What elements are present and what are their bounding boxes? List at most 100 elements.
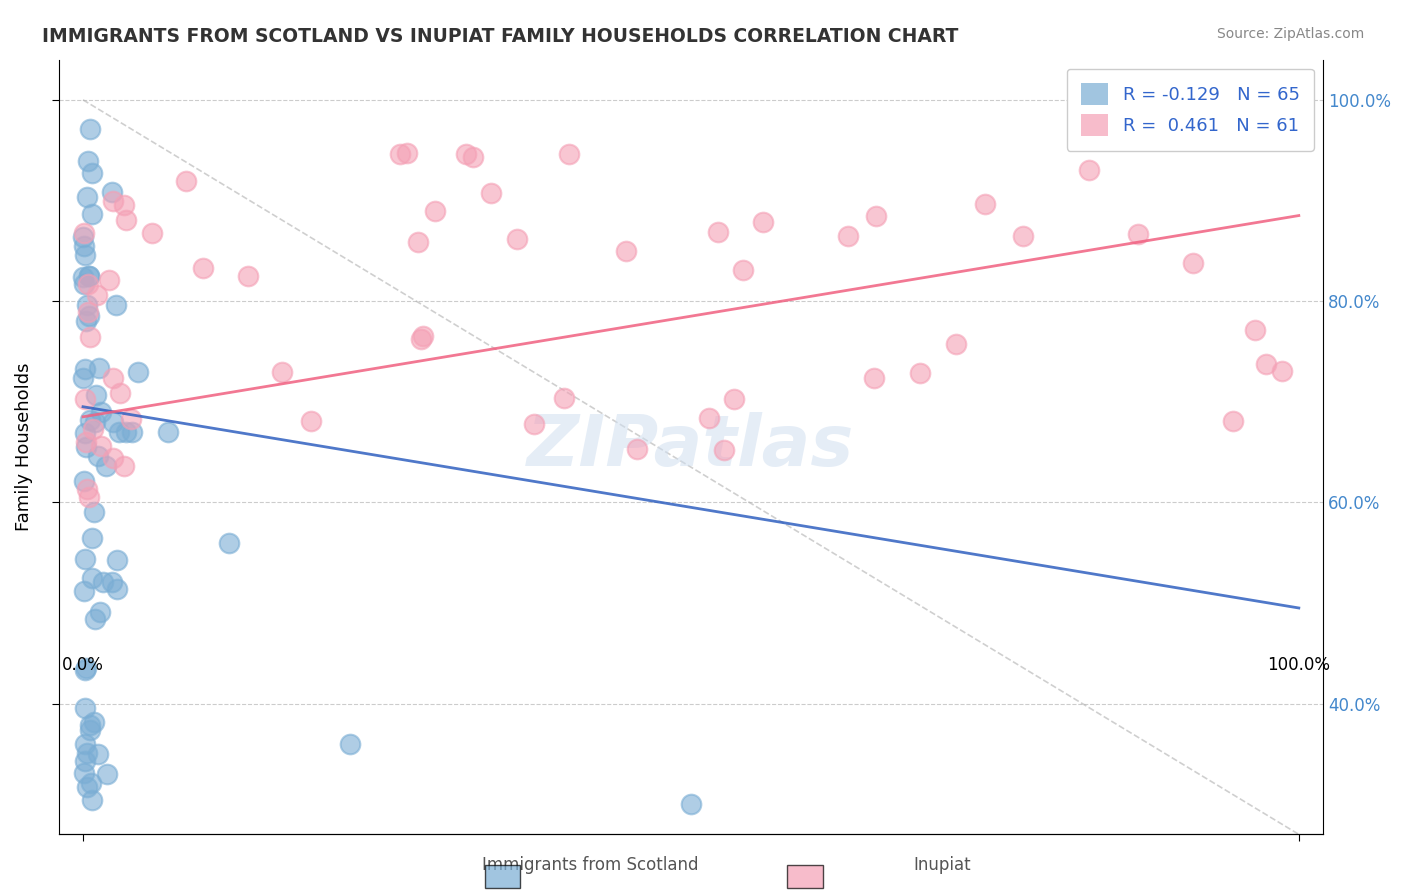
Point xyxy=(77,268,100,283)
Point xyxy=(423,204,446,219)
Point xyxy=(945,337,967,351)
Point xyxy=(110,385,132,400)
Text: IMMIGRANTS FROM SCOTLAND VS INUPIAT FAMILY HOUSEHOLDS CORRELATION CHART: IMMIGRANTS FROM SCOTLAND VS INUPIAT FAMI… xyxy=(42,27,959,45)
Point xyxy=(82,571,104,585)
Point xyxy=(121,425,143,439)
Point xyxy=(76,780,98,794)
Point xyxy=(479,186,502,200)
Point xyxy=(339,737,361,751)
Point xyxy=(76,190,98,204)
Point xyxy=(79,122,101,136)
Point xyxy=(396,146,419,161)
Point xyxy=(73,584,96,599)
Point xyxy=(77,269,100,284)
Point xyxy=(101,451,124,466)
Point xyxy=(751,215,773,229)
Point xyxy=(80,531,103,545)
Point xyxy=(72,370,94,384)
Text: ZIPatlas: ZIPatlas xyxy=(527,412,855,482)
Point xyxy=(87,747,110,761)
Point xyxy=(79,330,101,344)
Point xyxy=(114,425,136,439)
Point xyxy=(73,474,96,488)
Point xyxy=(101,574,124,589)
Point xyxy=(218,535,240,549)
Point xyxy=(76,154,98,169)
Point xyxy=(1256,357,1278,371)
Point xyxy=(1244,323,1267,337)
Point xyxy=(73,754,96,768)
Point xyxy=(75,440,97,454)
Point xyxy=(707,225,730,239)
Point xyxy=(679,797,702,812)
Point xyxy=(76,298,98,312)
Point xyxy=(80,166,103,180)
Point xyxy=(412,329,434,343)
Point xyxy=(1012,229,1035,244)
Point xyxy=(461,151,484,165)
Point xyxy=(73,239,96,253)
Point xyxy=(127,365,149,379)
Point xyxy=(75,425,97,440)
Point xyxy=(87,361,110,376)
Text: 0.0%: 0.0% xyxy=(62,657,104,674)
Point xyxy=(86,449,108,463)
Point xyxy=(713,443,735,458)
Point xyxy=(1222,414,1244,428)
Point xyxy=(73,227,96,241)
Point xyxy=(77,309,100,323)
Point xyxy=(97,273,120,287)
Point xyxy=(626,442,648,456)
Point xyxy=(101,185,124,199)
Point xyxy=(72,230,94,244)
Point xyxy=(89,605,111,619)
Point xyxy=(614,244,637,258)
Point xyxy=(697,411,720,425)
Point xyxy=(86,287,108,301)
Point xyxy=(454,147,477,161)
Legend: R = -0.129   N = 65, R =  0.461   N = 61: R = -0.129 N = 65, R = 0.461 N = 61 xyxy=(1067,69,1315,151)
Text: 100.0%: 100.0% xyxy=(1267,657,1330,674)
Point xyxy=(83,505,105,519)
Point xyxy=(76,482,98,496)
Point xyxy=(77,277,100,292)
Text: Source: ZipAtlas.com: Source: ZipAtlas.com xyxy=(1216,27,1364,41)
Point xyxy=(193,260,215,275)
Point xyxy=(73,248,96,262)
Point xyxy=(80,207,103,221)
Point xyxy=(84,415,107,429)
Y-axis label: Family Households: Family Households xyxy=(15,363,32,532)
Point xyxy=(73,700,96,714)
Point xyxy=(409,333,432,347)
Point xyxy=(865,209,887,223)
Point xyxy=(101,371,124,385)
Point xyxy=(73,277,96,291)
Point xyxy=(84,611,107,625)
Point xyxy=(176,174,198,188)
Point xyxy=(75,661,97,675)
Point xyxy=(73,663,96,677)
Point xyxy=(157,425,180,439)
Point xyxy=(271,365,294,379)
Point xyxy=(1181,256,1204,270)
Point xyxy=(73,737,96,751)
Point xyxy=(75,313,97,327)
Text: Inupiat: Inupiat xyxy=(914,856,970,874)
Point xyxy=(141,226,163,240)
Point xyxy=(389,147,412,161)
Point xyxy=(79,723,101,738)
Point xyxy=(723,392,745,406)
Point xyxy=(908,366,931,380)
Point xyxy=(96,459,118,474)
Point xyxy=(82,793,104,807)
Point xyxy=(75,552,97,566)
Point xyxy=(90,439,112,453)
Point xyxy=(90,405,112,419)
Point xyxy=(72,269,94,284)
Point xyxy=(108,425,131,439)
Point xyxy=(103,415,125,429)
Point xyxy=(115,212,138,227)
Point xyxy=(731,262,754,277)
Point xyxy=(76,746,98,760)
Point xyxy=(79,413,101,427)
